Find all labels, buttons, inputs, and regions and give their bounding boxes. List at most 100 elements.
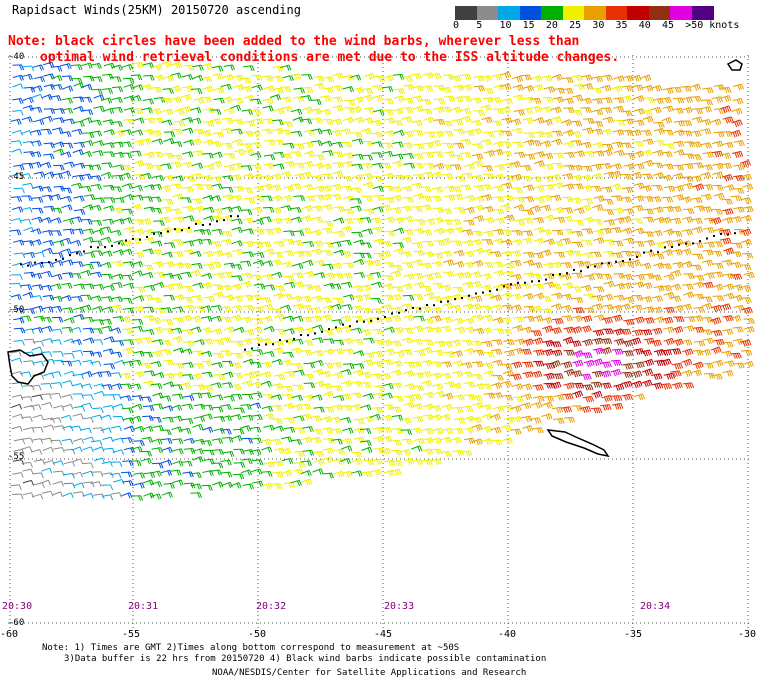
wind-barb [613, 294, 625, 302]
contamination-dot [685, 242, 687, 245]
wind-barb [20, 315, 32, 322]
wind-barb [391, 382, 403, 389]
wind-barb [22, 182, 34, 189]
wind-barb [413, 250, 425, 257]
wind-barb [541, 132, 553, 139]
wind-barb [92, 305, 104, 313]
wind-barb [201, 338, 214, 345]
wind-barb [200, 305, 212, 312]
wind-barb [320, 95, 332, 102]
wind-barb [593, 195, 605, 203]
wind-barb [31, 327, 43, 334]
wind-barb [463, 415, 475, 423]
wind-barb [500, 141, 512, 148]
wind-barb [643, 317, 655, 324]
wind-barb [421, 359, 433, 367]
wind-barb [172, 175, 184, 182]
wind-barb [303, 129, 315, 137]
wind-barb [272, 340, 284, 347]
wind-barb [633, 241, 645, 248]
wind-barb [501, 98, 513, 105]
wind-barb [359, 428, 372, 435]
wind-barb [272, 127, 284, 135]
wind-barb [542, 349, 554, 357]
wind-barb [141, 84, 153, 91]
wind-barb [60, 187, 73, 194]
wind-barb [281, 457, 294, 465]
wind-barb [633, 95, 645, 103]
wind-barb [710, 217, 722, 225]
wind-barb [403, 361, 416, 368]
wind-barb [42, 261, 54, 268]
wind-barb [353, 418, 365, 425]
wind-barb [592, 109, 604, 116]
wind-barb [350, 198, 362, 204]
wind-barb [533, 185, 545, 192]
wind-barb [591, 98, 603, 105]
contamination-dot [503, 285, 505, 288]
wind-barb [481, 262, 494, 269]
contamination-dot [447, 300, 449, 303]
wind-barb [461, 172, 474, 179]
wind-barb [282, 74, 294, 81]
wind-barb [591, 370, 604, 378]
wind-barb [631, 370, 643, 379]
wind-barb [630, 129, 642, 137]
wind-barb [43, 358, 55, 365]
wind-barb [140, 218, 152, 226]
wind-barb [242, 414, 254, 421]
wind-barb [82, 394, 94, 401]
wind-barb [340, 405, 353, 412]
wind-barb [382, 172, 395, 180]
wind-barb [583, 307, 595, 314]
wind-barb [200, 350, 213, 358]
wind-barb [401, 337, 413, 344]
wind-barb [719, 152, 732, 160]
wind-barb [149, 317, 162, 324]
wind-barb [481, 327, 493, 335]
wind-barb [302, 184, 314, 191]
wind-barb [532, 337, 544, 345]
wind-barb [371, 226, 383, 234]
wind-barb [101, 384, 113, 390]
wind-barb [462, 250, 475, 258]
wind-barb [190, 88, 203, 95]
wind-barb [51, 84, 63, 91]
wind-barb [180, 315, 192, 322]
wind-barb [303, 362, 315, 369]
wind-barb [621, 340, 634, 347]
wind-barb [113, 218, 125, 225]
wind-barb [412, 85, 424, 92]
wind-barb [51, 328, 63, 335]
wind-barb [632, 205, 644, 212]
wind-barb [63, 353, 75, 359]
wind-barb [700, 118, 712, 126]
wind-barb [132, 371, 145, 378]
wind-barb [183, 215, 195, 222]
wind-barb [40, 284, 53, 291]
wind-barb [153, 220, 165, 226]
wind-barb [132, 84, 144, 91]
wind-barb [511, 347, 524, 355]
wind-barb [52, 351, 64, 357]
wind-barb [191, 162, 203, 169]
wind-barb [30, 106, 43, 113]
wind-barb [302, 241, 315, 248]
contamination-dot [573, 268, 575, 271]
wind-barb [393, 174, 405, 181]
lon-label-60: -60 [0, 629, 19, 640]
wind-barb [320, 370, 332, 378]
wind-barb [681, 229, 694, 236]
wind-barb [401, 327, 414, 334]
wind-barb [602, 209, 614, 216]
wind-barb [141, 337, 153, 344]
wind-barb [50, 217, 62, 224]
wind-barb [440, 451, 452, 457]
wind-barb [240, 77, 252, 84]
wind-barb [723, 247, 735, 256]
wind-barb [122, 307, 135, 314]
wind-barb [381, 392, 393, 399]
contamination-dot [41, 261, 43, 264]
wind-barb [669, 217, 682, 225]
wind-barb [471, 374, 483, 380]
